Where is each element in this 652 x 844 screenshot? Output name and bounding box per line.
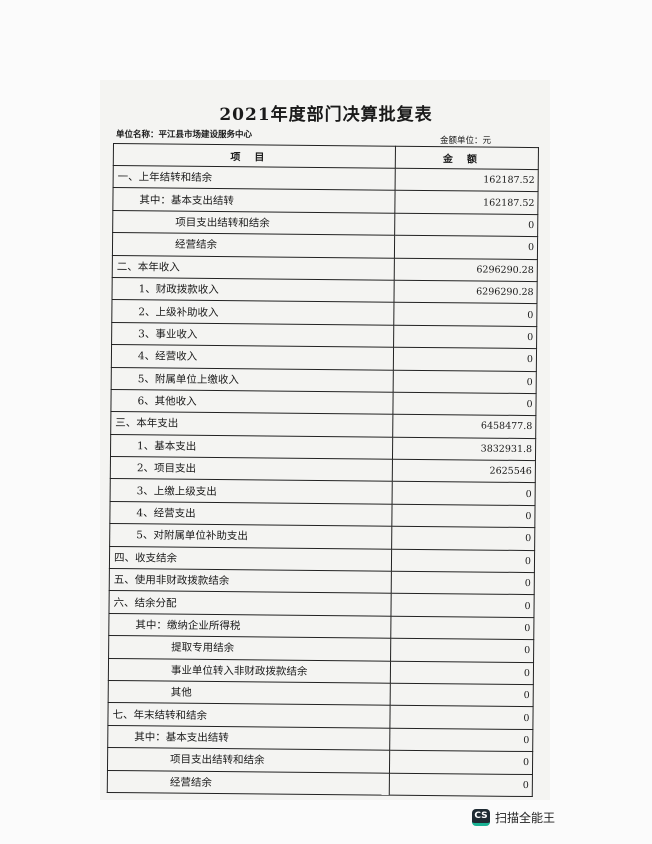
row-label: 事业单位转入非财政拨款结余 — [108, 658, 391, 684]
budget-table: 项目 金额 一、上年结转和结余 162187.52 其中：基本支出结转 162187.… — [107, 143, 539, 797]
row-amount: 0 — [391, 504, 536, 528]
row-label: 五、使用非财政拨款结余 — [109, 568, 392, 594]
row-label: 6、其他收入 — [110, 389, 394, 415]
row-label: 3、上缴上级支出 — [110, 478, 393, 505]
row-label: 其中：基本支出结转 — [112, 187, 396, 213]
row-amount: 6296290.28 — [393, 280, 538, 304]
row-amount: 0 — [390, 683, 534, 707]
row-amount: 0 — [389, 772, 533, 797]
row-amount: 0 — [393, 347, 537, 372]
row-label: 4、经营支出 — [109, 501, 393, 527]
row-amount: 162187.52 — [395, 168, 539, 192]
row-label: 经营结余 — [112, 232, 395, 258]
row-label: 2、项目支出 — [110, 456, 393, 482]
row-label: 三、本年支出 — [110, 411, 393, 437]
header-item: 项目 — [113, 143, 396, 169]
row-amount: 0 — [389, 705, 534, 730]
app-name: 扫描全能王 — [495, 811, 556, 825]
row-label: 3、事业收入 — [111, 322, 394, 348]
row-label: 经营结余 — [107, 770, 390, 796]
row-amount: 3832931.8 — [392, 436, 536, 461]
table-row: 经营结余 0 — [107, 770, 533, 797]
row-amount: 0 — [391, 548, 535, 573]
row-amount: 0 — [391, 526, 535, 551]
row-label: 二、本年收入 — [112, 255, 395, 281]
row-label: 四、收支结余 — [109, 546, 392, 572]
row-amount: 0 — [390, 660, 534, 685]
row-label: 其他 — [108, 680, 391, 706]
row-amount: 162187.52 — [394, 190, 539, 215]
row-amount: 0 — [392, 392, 537, 416]
row-amount: 0 — [394, 212, 538, 237]
row-label: 4、经营收入 — [111, 344, 394, 370]
camscanner-watermark: CS 扫描全能王 — [472, 809, 555, 826]
scanned-paper — [100, 80, 550, 800]
amount-unit: 金额单位：元 — [440, 136, 492, 146]
row-label: 其中：基本支出结转 — [107, 725, 390, 751]
row-label: 项目支出结转和结余 — [107, 747, 390, 773]
row-amount: 0 — [393, 302, 537, 327]
row-amount: 0 — [389, 727, 533, 752]
row-amount: 0 — [394, 235, 538, 260]
row-amount: 0 — [390, 593, 535, 618]
row-amount: 0 — [391, 571, 535, 595]
row-label: 提取专用结余 — [108, 635, 391, 661]
row-amount: 0 — [389, 750, 533, 775]
row-amount: 2625546 — [392, 459, 536, 484]
header-amount: 金额 — [395, 146, 539, 170]
camscanner-logo-icon: CS — [472, 809, 490, 826]
row-amount: 6296290.28 — [394, 257, 538, 282]
row-label: 1、基本支出 — [110, 434, 393, 460]
row-amount: 0 — [390, 638, 534, 663]
row-label: 七、年末结转和结余 — [107, 702, 391, 728]
row-label: 一、上年结转和结余 — [113, 165, 396, 191]
row-amount: 0 — [393, 369, 537, 394]
document-title: 2021年度部门决算批复表 — [219, 105, 433, 125]
row-label: 六、结余分配 — [108, 590, 392, 617]
row-label: 5、对附属单位补助支出 — [109, 523, 392, 549]
row-label: 5、附属单位上缴收入 — [111, 367, 394, 393]
row-label: 其中：缴纳企业所得税 — [108, 613, 391, 639]
row-label: 1、财政拨款收入 — [111, 277, 395, 303]
row-amount: 0 — [390, 616, 534, 640]
unit-name: 单位名称：平江县市场建设服务中心 — [116, 130, 253, 140]
row-amount: 0 — [392, 481, 536, 506]
row-label: 2、上级补助收入 — [111, 299, 394, 325]
row-amount: 0 — [393, 324, 537, 349]
row-amount: 6458477.8 — [392, 414, 536, 439]
row-label: 项目支出结转和结余 — [112, 210, 395, 236]
